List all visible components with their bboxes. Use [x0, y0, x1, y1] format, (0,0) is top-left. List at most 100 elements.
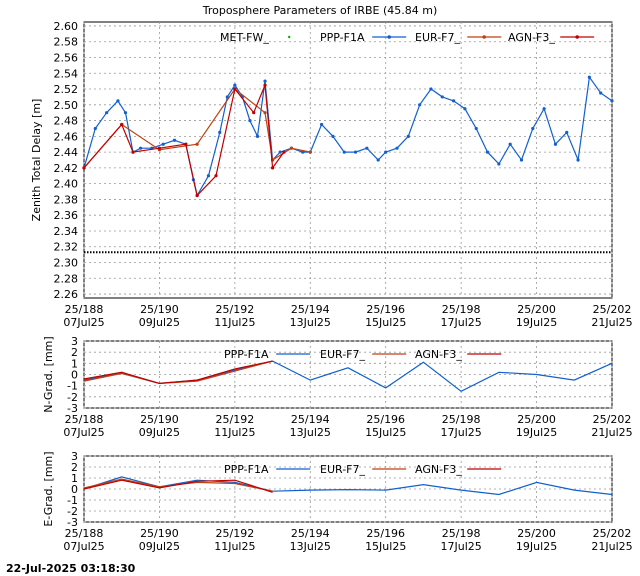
x-tick-label: 25/202 — [593, 413, 632, 426]
data-point — [565, 130, 569, 134]
y-tick-label: 2.42 — [54, 162, 79, 175]
data-point — [82, 166, 86, 170]
x-tick-date-label: 15Jul25 — [365, 540, 406, 553]
data-point — [463, 107, 467, 111]
y-tick-label: -3 — [67, 402, 78, 415]
data-point — [105, 111, 109, 115]
y-tick-label: 0 — [71, 483, 78, 496]
x-tick-label: 25/202 — [593, 303, 632, 316]
data-point — [93, 126, 97, 131]
x-tick-date-label: 21Jul25 — [591, 540, 632, 553]
series-line-ppp-f1a — [83, 75, 613, 198]
series-line-agn-f3- — [83, 84, 285, 197]
x-tick-date-label: 11Jul25 — [214, 316, 255, 329]
x-tick-label: 25/200 — [517, 527, 556, 540]
data-point — [576, 158, 580, 162]
data-point — [353, 150, 358, 154]
data-point — [131, 150, 135, 154]
y-tick-label: 2.40 — [54, 178, 79, 191]
y-tick-label: -1 — [67, 494, 78, 507]
data-point — [225, 95, 229, 99]
y-tick-label: 2.52 — [54, 83, 79, 96]
data-point — [406, 134, 410, 138]
data-point — [184, 142, 188, 146]
y-tick-label: 3 — [71, 335, 78, 348]
data-point — [263, 79, 267, 83]
x-tick-date-label: 09Jul25 — [139, 316, 180, 329]
y-tick-label: 2.58 — [54, 36, 79, 49]
legend-marker — [288, 35, 291, 39]
y-tick-label: 2.34 — [54, 225, 79, 238]
x-tick-date-label: 11Jul25 — [214, 540, 255, 553]
x-tick-date-label: 17Jul25 — [441, 316, 482, 329]
data-point — [308, 150, 312, 154]
x-tick-label: 25/188 — [65, 303, 104, 316]
y-tick-label: 2.50 — [54, 99, 79, 112]
x-tick-date-label: 15Jul25 — [365, 316, 406, 329]
data-point — [263, 83, 267, 87]
legend-marker-point — [387, 35, 392, 39]
x-tick-label: 25/194 — [291, 303, 330, 316]
legend-label: EUR-F7_ — [320, 348, 365, 361]
data-point — [440, 95, 444, 99]
x-tick-label: 25/192 — [216, 413, 255, 426]
y-tick-label: 2 — [71, 461, 78, 474]
x-tick-label: 25/192 — [216, 527, 255, 540]
data-point — [218, 130, 222, 134]
y-tick-label: 2.60 — [54, 20, 79, 33]
x-tick-label: 25/198 — [442, 303, 481, 316]
legend-label: AGN-F3_ — [508, 31, 555, 44]
data-point — [542, 107, 546, 111]
data-point — [278, 150, 282, 154]
data-point — [497, 162, 501, 166]
x-tick-label: 25/190 — [140, 527, 179, 540]
legend-label: AGN-F3_ — [415, 463, 462, 476]
y-axis-label: Zenith Total Delay [m] — [30, 99, 43, 222]
legend-label: EUR-F7_ — [320, 463, 365, 476]
x-tick-label: 25/190 — [140, 413, 179, 426]
data-point — [270, 166, 275, 170]
plot-frame — [83, 21, 613, 299]
x-tick-label: 25/196 — [366, 527, 405, 540]
y-tick-label: -1 — [67, 380, 78, 393]
y-tick-label: 1 — [71, 472, 78, 485]
legend-label: PPP-F1A — [224, 463, 269, 476]
x-tick-date-label: 07Jul25 — [63, 316, 104, 329]
y-tick-label: -2 — [67, 391, 78, 404]
data-point — [255, 134, 260, 138]
data-point — [233, 87, 237, 91]
x-tick-date-label: 15Jul25 — [365, 426, 406, 439]
data-point — [508, 142, 512, 146]
data-point — [531, 126, 535, 131]
y-tick-label: 3 — [71, 450, 78, 463]
data-point — [610, 99, 614, 103]
y-tick-label: 2.36 — [54, 209, 79, 222]
data-point — [120, 122, 124, 127]
legend-label: PPP-F1A — [224, 348, 269, 361]
series-line-ppp-f1a — [83, 476, 613, 496]
timestamp-footer: 22-Jul-2025 03:18:30 — [6, 562, 136, 575]
y-tick-label: 2 — [71, 346, 78, 359]
data-point — [123, 111, 128, 115]
data-point — [320, 122, 324, 127]
x-tick-date-label: 19Jul25 — [516, 316, 557, 329]
data-point — [233, 83, 237, 87]
data-point — [172, 138, 177, 142]
data-point — [214, 174, 218, 178]
legend-label: EUR-F7_ — [415, 31, 460, 44]
x-tick-date-label: 13Jul25 — [290, 540, 331, 553]
data-point — [289, 146, 294, 150]
data-point — [418, 103, 422, 107]
x-tick-label: 25/188 — [65, 527, 104, 540]
x-tick-date-label: 21Jul25 — [591, 316, 632, 329]
x-tick-label: 25/196 — [366, 303, 405, 316]
x-tick-date-label: 13Jul25 — [290, 426, 331, 439]
panel-1: 2.26 2.28 2.30 2.32 2.34 2.36 2.38 2.40 2.42 2.44… — [30, 20, 633, 329]
y-tick-label: 0 — [71, 369, 78, 382]
data-point — [263, 111, 267, 115]
x-tick-label: 25/190 — [140, 303, 179, 316]
data-point — [429, 87, 433, 91]
data-point — [599, 91, 603, 95]
